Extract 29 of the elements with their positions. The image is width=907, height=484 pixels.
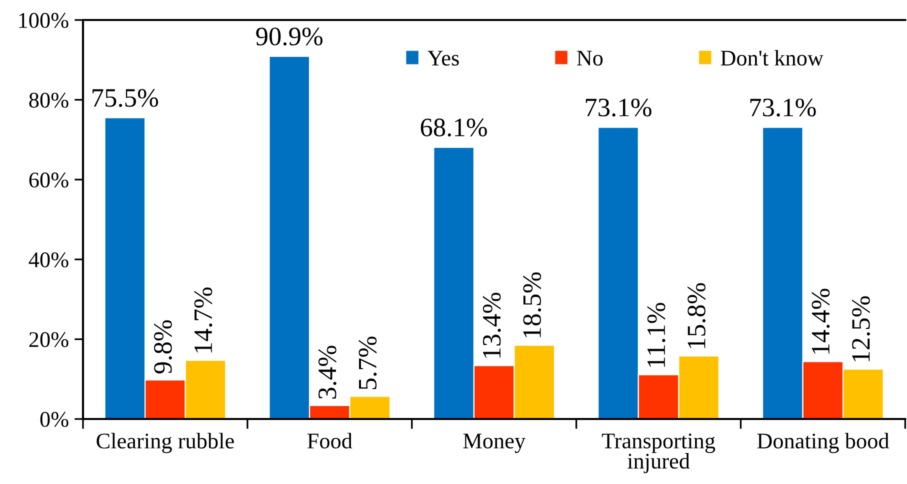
x-tick-label: Money [463,434,526,454]
data-label: 3.4% [318,346,336,399]
data-label: 9.8% [154,320,172,374]
data-label: 15.8% [688,283,706,348]
data-label: 12.5% [852,296,870,362]
data-label: 13.4% [482,292,501,358]
data-label: 68.1% [420,118,487,136]
y-tick-label: 20% [29,332,68,348]
y-tick-label: 80% [29,92,68,108]
y-tick-label: 60% [29,172,68,188]
legend-label: Yes [428,50,459,66]
y-tick-label: 40% [28,252,68,268]
data-label: 73.1% [586,98,652,117]
data-label: 5.7% [358,336,377,390]
legend-label: No [576,50,603,66]
data-label: 14.4% [812,288,830,354]
x-tick-label: Transporting injured [602,434,716,474]
data-label: 18.5% [523,272,542,338]
data-label: 90.9% [256,28,323,46]
y-tick-label: 100% [19,12,68,28]
data-label: 14.7% [194,288,212,352]
x-tick-label: Clearing rubble [96,432,234,454]
legend-label: Don't know [720,50,824,66]
data-label: 73.1% [750,98,816,117]
data-label: 11.1% [647,302,666,367]
y-tick-label: 0% [40,412,68,427]
x-tick-label: Donating bood [757,432,890,454]
x-tick-label: Food [307,432,352,449]
data-label: 75.5% [92,89,158,107]
